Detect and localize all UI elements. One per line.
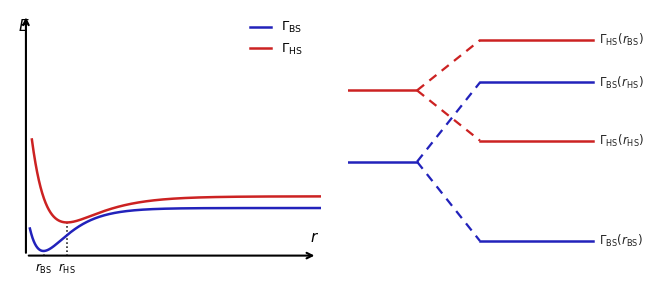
Text: $r_{\mathrm{BS}}$: $r_{\mathrm{BS}}$ (35, 262, 52, 276)
Legend: $\Gamma_{\mathrm{BS}}$, $\Gamma_{\mathrm{HS}}$: $\Gamma_{\mathrm{BS}}$, $\Gamma_{\mathrm… (244, 15, 308, 62)
Text: $\Gamma_{\mathrm{HS}}(r_{\mathrm{HS}})$: $\Gamma_{\mathrm{HS}}(r_{\mathrm{HS}})$ (599, 133, 645, 149)
Text: $r_{\mathrm{HS}}$: $r_{\mathrm{HS}}$ (58, 262, 76, 276)
Text: $\Gamma_{\mathrm{HS}}(r_{\mathrm{BS}})$: $\Gamma_{\mathrm{HS}}(r_{\mathrm{BS}})$ (599, 32, 644, 48)
Text: $E$: $E$ (18, 18, 29, 34)
Text: $r$: $r$ (310, 230, 319, 245)
Text: $\Gamma_{\mathrm{BS}}(r_{\mathrm{HS}})$: $\Gamma_{\mathrm{BS}}(r_{\mathrm{HS}})$ (599, 74, 644, 91)
Text: $\Gamma_{\mathrm{BS}}(r_{\mathrm{BS}})$: $\Gamma_{\mathrm{BS}}(r_{\mathrm{BS}})$ (599, 233, 644, 249)
